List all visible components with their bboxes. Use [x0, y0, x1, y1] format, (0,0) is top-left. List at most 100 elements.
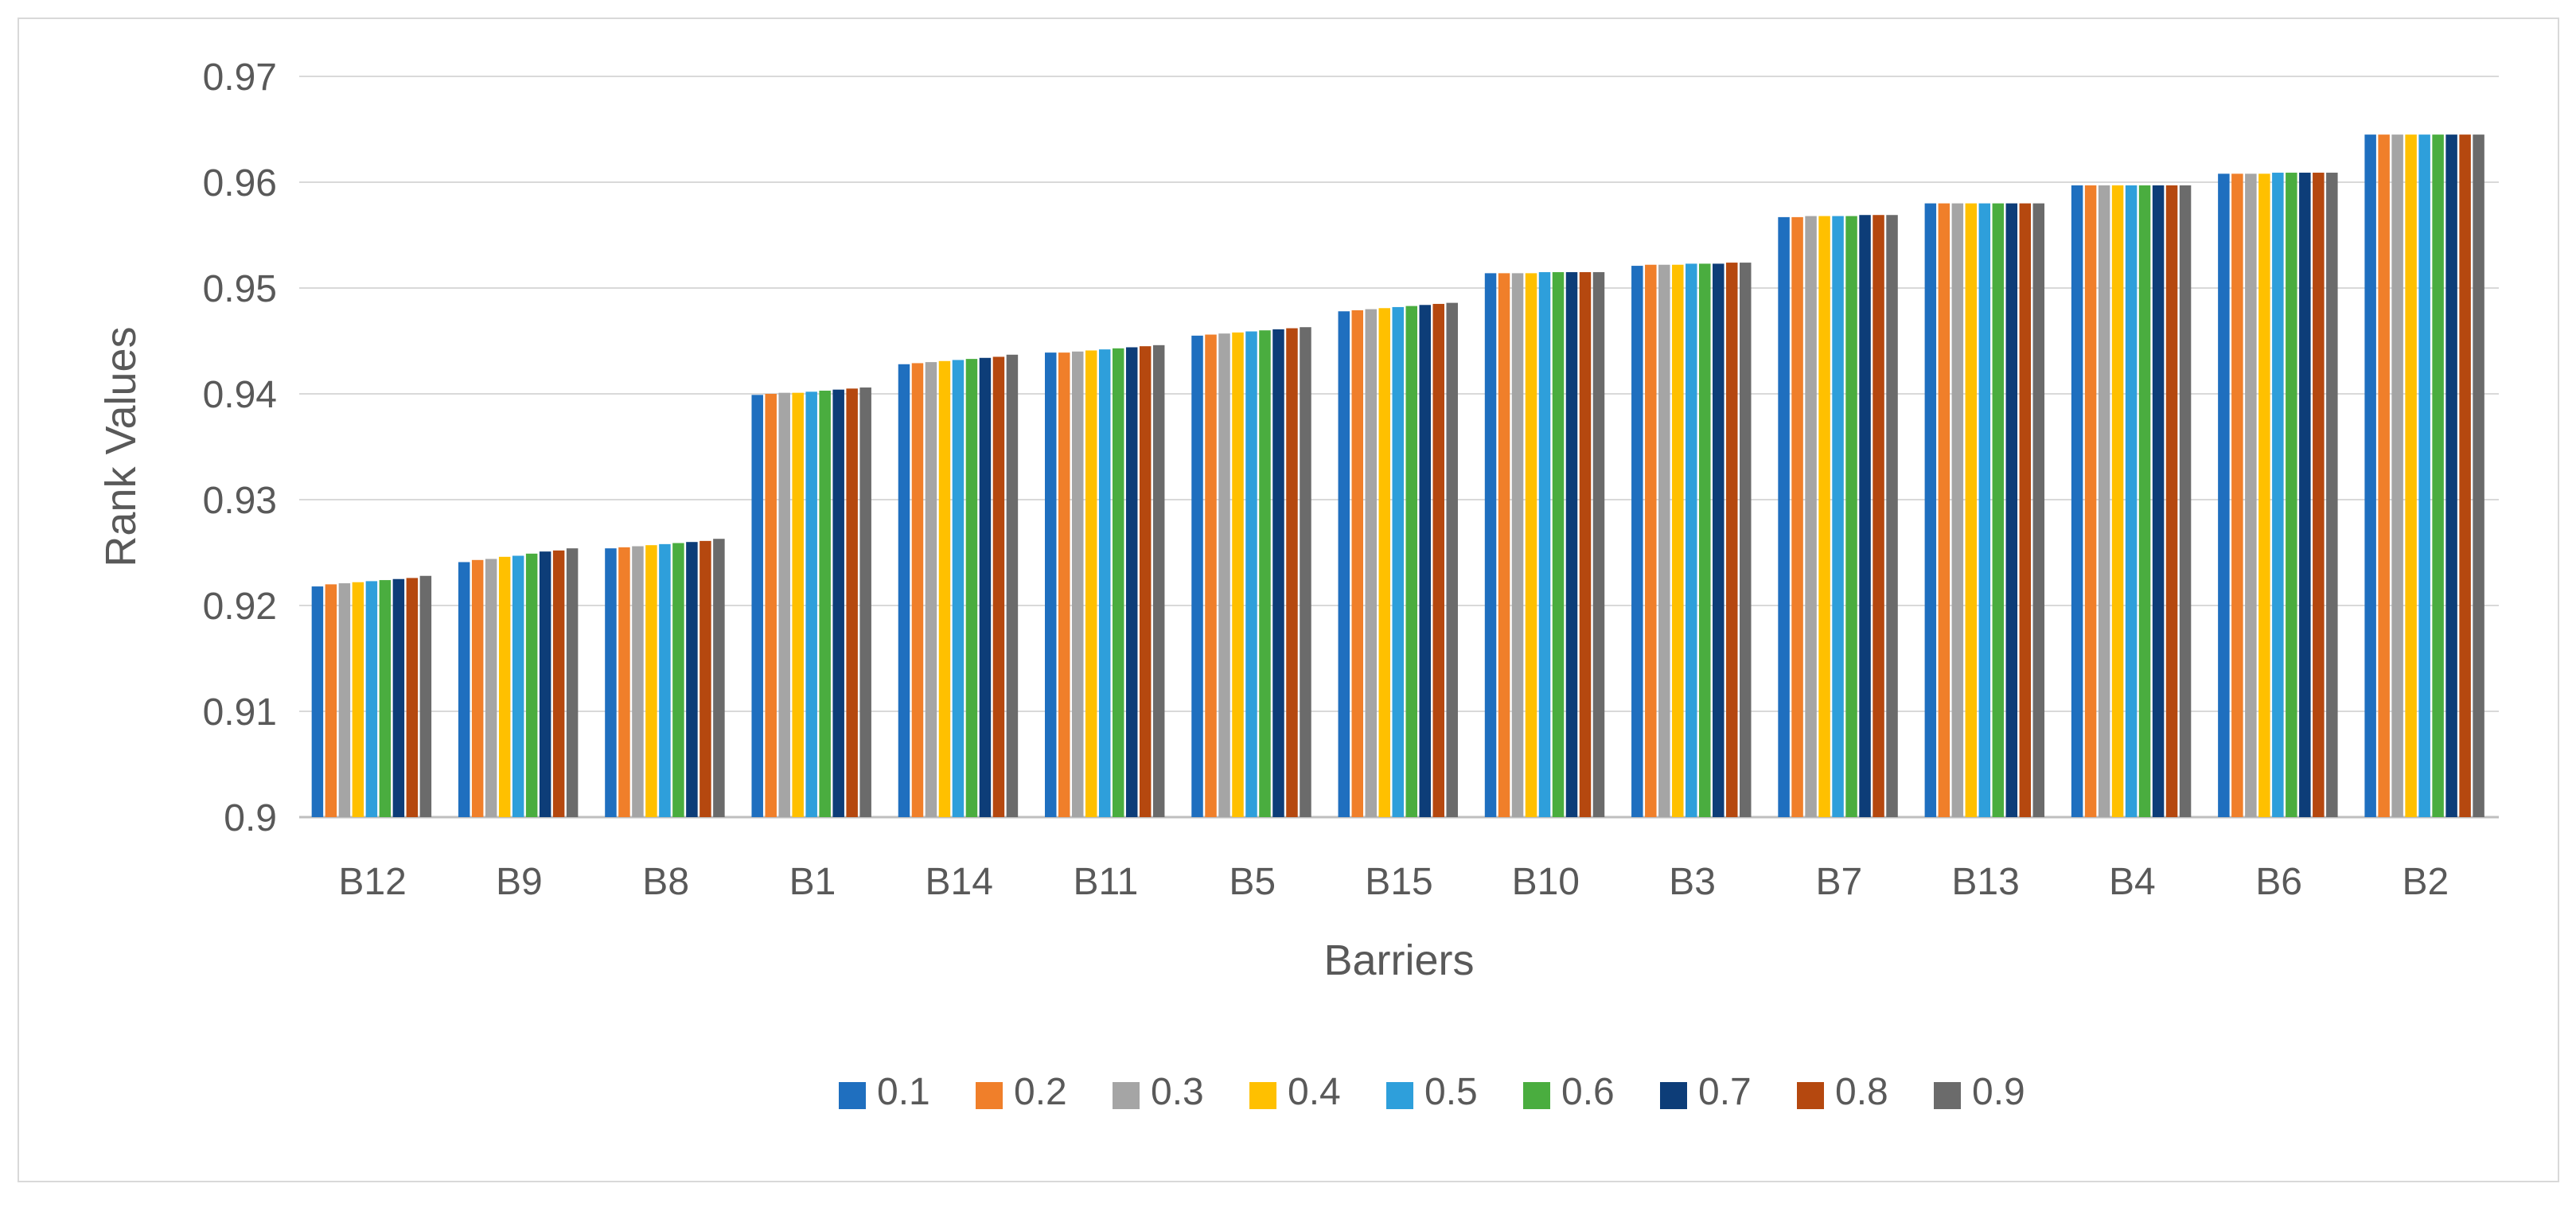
bar-b2-0.9	[2473, 134, 2484, 817]
x-axis-title: Barriers	[1323, 936, 1474, 984]
bar-b4-0.1	[2071, 185, 2083, 818]
bar-b11-0.5	[1098, 349, 1111, 817]
legend-swatch	[976, 1082, 1003, 1109]
x-tick-label: B7	[1815, 861, 1862, 903]
bar-b14-0.2	[911, 363, 924, 817]
bar-b5-0.6	[1259, 330, 1271, 817]
bar-b11-0.8	[1139, 346, 1152, 817]
bar-b5-0.7	[1272, 329, 1284, 817]
bar-b10-0.8	[1579, 272, 1592, 817]
y-tick-label: 0.97	[203, 56, 277, 99]
bar-b9-0.2	[471, 559, 484, 817]
bar-b15-0.9	[1446, 302, 1458, 817]
bar-b1-0.3	[778, 392, 790, 817]
bar-b11-0.7	[1125, 347, 1138, 818]
bar-b10-0.1	[1484, 273, 1497, 817]
x-tick-label: B9	[496, 861, 543, 903]
bar-b9-0.1	[458, 562, 470, 817]
x-tick-label: B11	[1074, 861, 1139, 903]
bar-b1-0.5	[805, 391, 817, 818]
bar-b10-0.6	[1552, 272, 1565, 817]
y-axis-title: Rank Values	[97, 326, 145, 567]
bar-b6-0.2	[2231, 173, 2243, 818]
bar-b10-0.9	[1592, 272, 1605, 817]
bar-b14-0.3	[925, 362, 937, 818]
bar-b14-0.7	[979, 357, 992, 817]
y-tick-label: 0.95	[203, 268, 277, 310]
y-tick-label: 0.92	[203, 586, 277, 628]
bar-b12-0.9	[419, 575, 432, 817]
bar-b4-0.9	[2179, 185, 2192, 818]
bar-b14-0.9	[1006, 354, 1019, 817]
bar-b1-0.9	[859, 387, 871, 817]
bar-b13-0.8	[2019, 203, 2032, 818]
bar-b7-0.6	[1845, 216, 1857, 817]
bar-b2-0.7	[2445, 134, 2457, 817]
legend-swatch	[839, 1082, 866, 1109]
bar-b5-0.2	[1205, 334, 1217, 817]
bar-b8-0.6	[672, 543, 684, 817]
x-tick-label: B14	[925, 861, 992, 903]
legend-swatch	[1249, 1082, 1276, 1109]
y-tick-label: 0.93	[203, 480, 277, 522]
bar-b8-0.3	[632, 546, 644, 817]
bar-b6-0.7	[2299, 173, 2311, 817]
bar-b15-0.8	[1432, 303, 1444, 817]
bar-b1-0.7	[832, 389, 844, 817]
bar-b8-0.2	[618, 547, 630, 817]
bar-b1-0.2	[765, 394, 777, 817]
legend-swatch	[1660, 1082, 1687, 1109]
legend-label: 0.9	[1972, 1071, 2025, 1113]
bar-b5-0.3	[1218, 333, 1230, 817]
bar-b4-0.3	[2098, 185, 2110, 818]
bar-b9-0.6	[525, 553, 538, 817]
bar-b4-0.8	[2165, 185, 2178, 818]
bar-b13-0.5	[1978, 203, 1991, 818]
bar-b6-0.1	[2218, 173, 2230, 818]
bar-b8-0.5	[659, 543, 671, 817]
bar-b15-0.3	[1365, 309, 1378, 818]
bar-b13-0.2	[1938, 203, 1951, 818]
bar-b3-0.7	[1713, 263, 1724, 817]
bar-b12-0.5	[365, 581, 378, 817]
bar-b8-0.4	[645, 545, 657, 817]
legend-label: 0.1	[877, 1071, 930, 1113]
legend-label: 0.4	[1288, 1071, 1341, 1113]
bar-b14-0.1	[898, 364, 910, 817]
bar-b9-0.5	[512, 555, 524, 817]
bar-b10-0.5	[1538, 272, 1551, 817]
bar-b5-0.8	[1286, 328, 1298, 817]
legend-swatch	[1386, 1082, 1413, 1109]
bar-b3-0.3	[1658, 264, 1670, 817]
bar-b3-0.5	[1686, 263, 1697, 817]
bar-b5-0.9	[1300, 327, 1311, 818]
bar-b6-0.4	[2258, 173, 2270, 818]
bar-b14-0.6	[965, 359, 978, 817]
x-tick-label: B15	[1365, 861, 1432, 903]
bar-b9-0.3	[485, 559, 497, 817]
bar-b13-0.6	[1992, 203, 2005, 818]
legend-label: 0.5	[1424, 1071, 1478, 1113]
bar-b12-0.8	[406, 578, 419, 817]
bar-b3-0.2	[1645, 264, 1657, 817]
bar-b6-0.6	[2286, 173, 2297, 817]
bar-b2-0.5	[2418, 134, 2430, 817]
bar-b7-0.7	[1859, 215, 1871, 818]
bar-b7-0.5	[1832, 216, 1844, 817]
x-tick-label: B6	[2255, 861, 2302, 903]
bar-b1-0.6	[819, 391, 831, 817]
bar-b7-0.8	[1873, 215, 1884, 818]
bar-b15-0.2	[1351, 310, 1364, 817]
bar-b10-0.7	[1565, 272, 1578, 817]
legend-label: 0.7	[1698, 1071, 1752, 1113]
y-tick-label: 0.94	[203, 374, 277, 416]
bar-b3-0.4	[1672, 264, 1684, 817]
legend-label: 0.8	[1835, 1071, 1888, 1113]
bar-b13-0.9	[2032, 203, 2045, 818]
y-tick-label: 0.91	[203, 691, 277, 734]
bar-b5-0.1	[1191, 335, 1203, 818]
x-tick-label: B10	[1512, 861, 1580, 903]
x-tick-label: B4	[2109, 861, 2156, 903]
bar-b3-0.8	[1726, 263, 1738, 818]
